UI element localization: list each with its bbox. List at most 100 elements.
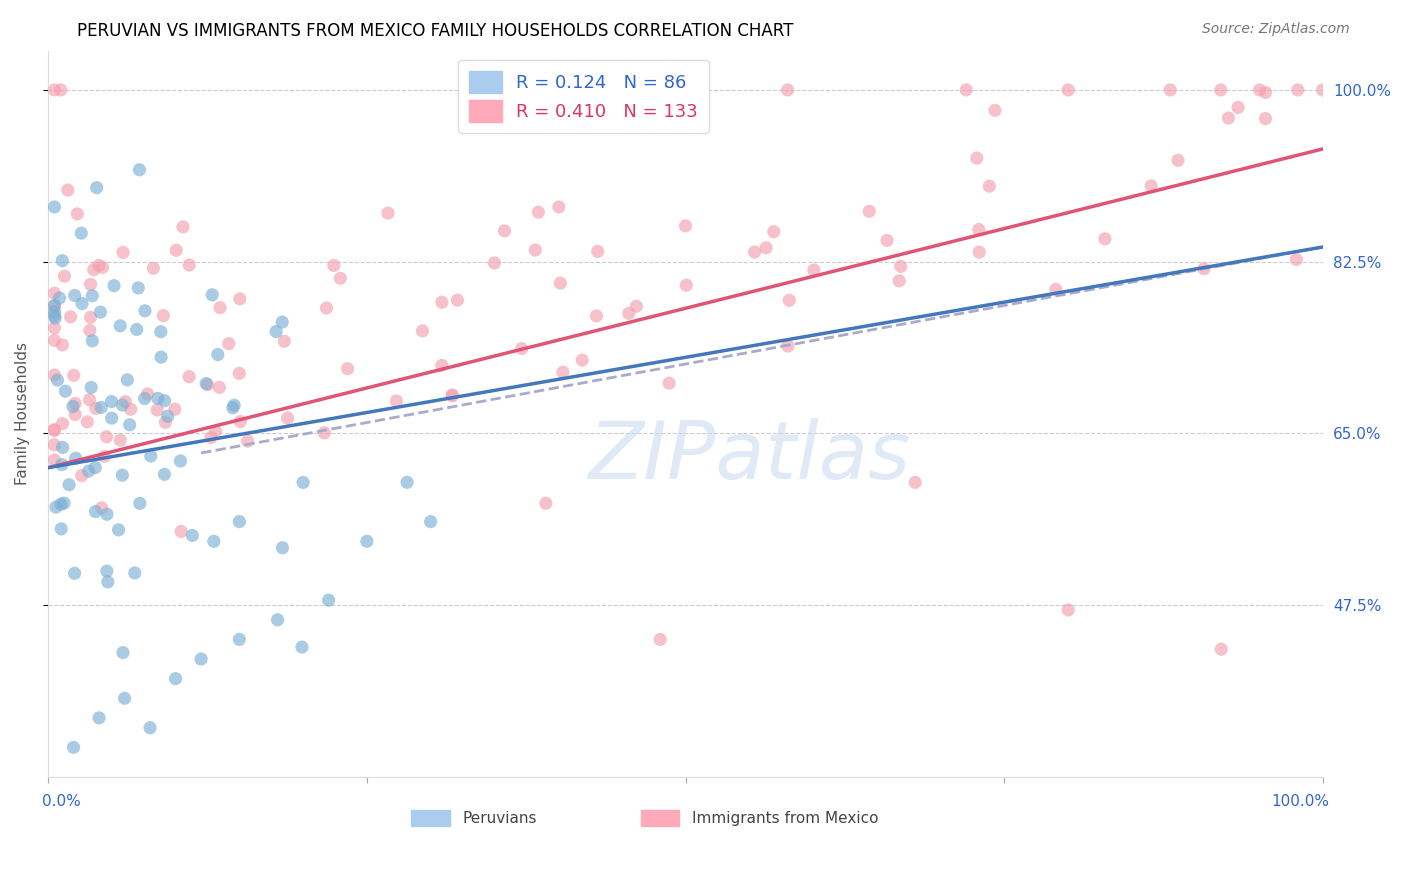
Point: [83, 262, 105, 277]
Point: [955, 83, 977, 97]
Point: [650, 632, 672, 647]
Point: [207, 348, 229, 362]
Point: [62, 368, 84, 383]
Point: [229, 415, 252, 429]
Point: [82, 334, 104, 348]
Point: [264, 325, 287, 339]
Point: [44, 368, 66, 382]
Point: [79, 277, 101, 292]
Legend: R = 0.124   N = 86, R = 0.410   N = 133: R = 0.124 N = 86, R = 0.410 N = 133: [458, 60, 709, 133]
Point: [1285, 252, 1308, 267]
Point: [551, 365, 574, 379]
Point: [904, 475, 927, 490]
Point: [271, 541, 294, 555]
Point: [484, 83, 506, 97]
Point: [336, 361, 359, 376]
Point: [53, 269, 76, 284]
Point: [100, 411, 122, 425]
Point: [1192, 261, 1215, 276]
Point: [377, 206, 399, 220]
Point: [803, 263, 825, 277]
Point: [118, 417, 141, 432]
Point: [44, 309, 66, 323]
Point: [146, 392, 169, 406]
Point: [112, 245, 135, 260]
Point: [44, 305, 66, 319]
Point: [53, 496, 76, 510]
Point: [385, 394, 408, 409]
Text: Peruvians: Peruvians: [463, 811, 537, 826]
Point: [163, 402, 186, 417]
Point: [127, 281, 149, 295]
Point: [208, 380, 231, 394]
Point: [84, 505, 107, 519]
Point: [111, 398, 134, 412]
Point: [49, 83, 72, 97]
Point: [111, 646, 134, 660]
Point: [170, 524, 193, 539]
Point: [1286, 83, 1309, 97]
Point: [107, 523, 129, 537]
Point: [77, 464, 100, 478]
Point: [446, 293, 468, 308]
Point: [89, 305, 111, 319]
Point: [152, 309, 174, 323]
Point: [134, 303, 156, 318]
Point: [776, 339, 799, 353]
Point: [87, 711, 110, 725]
Point: [169, 454, 191, 468]
Point: [190, 652, 212, 666]
Point: [51, 522, 73, 536]
Point: [1227, 100, 1250, 114]
Point: [45, 500, 67, 514]
Point: [63, 566, 86, 581]
Point: [100, 394, 122, 409]
Text: 100.0%: 100.0%: [1271, 795, 1330, 809]
Point: [120, 402, 142, 417]
Point: [494, 224, 516, 238]
Point: [63, 288, 86, 302]
Point: [150, 350, 173, 364]
Point: [266, 613, 288, 627]
Point: [90, 401, 112, 415]
Point: [66, 207, 89, 221]
Point: [441, 389, 464, 403]
Point: [1211, 642, 1233, 657]
Point: [136, 387, 159, 401]
Point: [84, 460, 107, 475]
Point: [125, 322, 148, 336]
Point: [430, 295, 453, 310]
Point: [271, 315, 294, 329]
Point: [967, 245, 990, 260]
Point: [277, 411, 299, 425]
Point: [1167, 153, 1189, 168]
Point: [46, 373, 69, 387]
Point: [534, 496, 557, 510]
Point: [547, 200, 569, 214]
Point: [172, 219, 194, 234]
Point: [524, 243, 547, 257]
Point: [617, 306, 640, 320]
Point: [218, 336, 240, 351]
Point: [411, 324, 433, 338]
Point: [626, 299, 648, 313]
Point: [890, 260, 912, 274]
Point: [96, 430, 118, 444]
Point: [1057, 83, 1080, 97]
Point: [181, 528, 204, 542]
Point: [273, 334, 295, 349]
Point: [108, 318, 131, 333]
Point: [134, 392, 156, 406]
Point: [430, 359, 453, 373]
Point: [967, 222, 990, 236]
Point: [778, 293, 800, 308]
Point: [153, 393, 176, 408]
Point: [44, 321, 66, 335]
Point: [165, 244, 187, 258]
Point: [586, 244, 609, 259]
Point: [63, 396, 86, 410]
Point: [179, 258, 201, 272]
Point: [1254, 112, 1277, 126]
Point: [44, 334, 66, 348]
Point: [396, 475, 419, 490]
